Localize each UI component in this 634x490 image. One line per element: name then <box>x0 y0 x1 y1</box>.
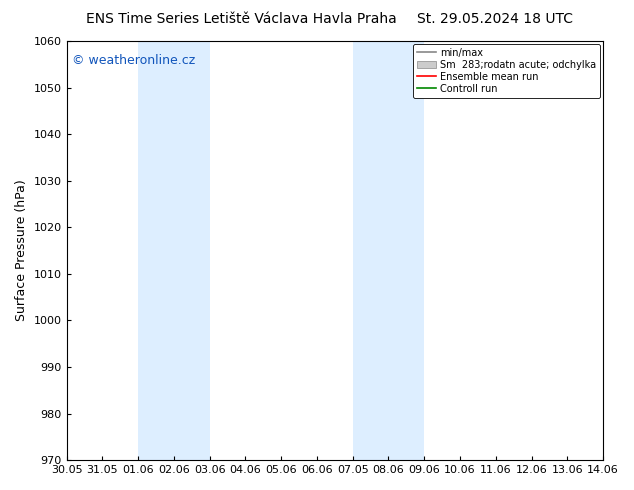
Text: © weatheronline.cz: © weatheronline.cz <box>72 53 195 67</box>
Y-axis label: Surface Pressure (hPa): Surface Pressure (hPa) <box>15 180 28 321</box>
Bar <box>353 41 424 460</box>
Text: ENS Time Series Letiště Václava Havla Praha: ENS Time Series Letiště Václava Havla Pr… <box>86 12 396 26</box>
Bar <box>138 41 210 460</box>
Legend: min/max, Sm  283;rodatn acute; odchylka, Ensemble mean run, Controll run: min/max, Sm 283;rodatn acute; odchylka, … <box>413 44 600 98</box>
Text: St. 29.05.2024 18 UTC: St. 29.05.2024 18 UTC <box>417 12 573 26</box>
